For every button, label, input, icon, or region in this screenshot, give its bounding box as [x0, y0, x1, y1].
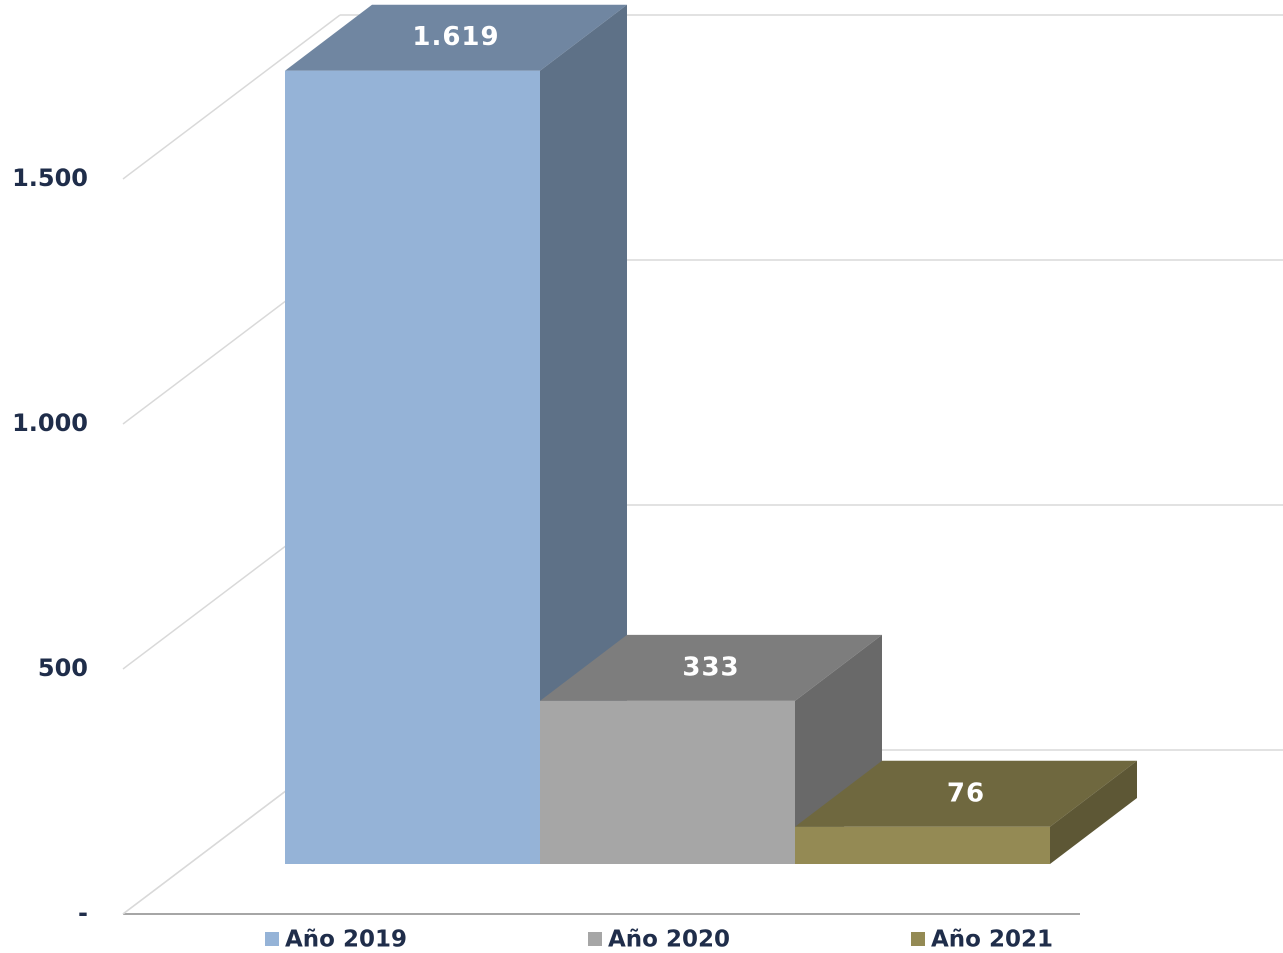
y-tick-label: 500 [38, 654, 88, 682]
bar-top [540, 634, 882, 701]
bar-top [795, 760, 1137, 827]
grid-line [122, 14, 341, 180]
legend-swatch [265, 932, 279, 946]
legend-label: Año 2021 [931, 927, 1053, 953]
bar-side [540, 4, 627, 864]
y-tick-label: 1.500 [12, 164, 88, 192]
legend-label: Año 2019 [285, 927, 407, 953]
bar [795, 826, 1050, 864]
bar [540, 700, 795, 864]
legend-swatch [588, 932, 602, 946]
y-tick-label: 1.000 [12, 409, 88, 437]
value-label: 1.619 [412, 22, 499, 52]
bar [285, 70, 540, 864]
value-label: 333 [682, 652, 739, 682]
bar-top [285, 4, 627, 71]
y-tick-label: - [78, 899, 88, 927]
legend-swatch [911, 932, 925, 946]
value-label: 76 [947, 778, 985, 808]
bar-side [1050, 760, 1137, 864]
legend-label: Año 2020 [608, 927, 730, 953]
